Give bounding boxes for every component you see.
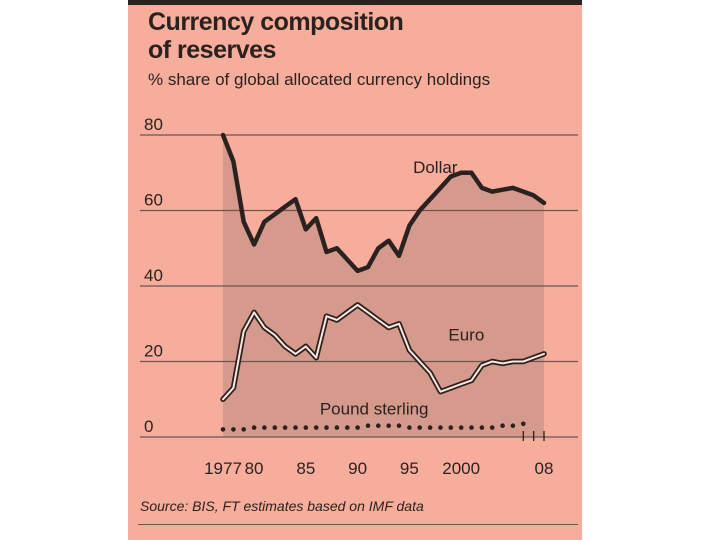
sterling-point <box>293 425 298 430</box>
x-tick-label: 08 <box>535 459 554 478</box>
x-tick-label: 2000 <box>442 459 480 478</box>
x-tick-label: 80 <box>245 459 264 478</box>
sterling-point <box>282 425 288 430</box>
sterling-point <box>417 425 423 430</box>
sterling-point <box>345 425 350 430</box>
sterling-point <box>469 425 474 430</box>
x-tick-label: 95 <box>400 459 419 478</box>
sterling-point <box>355 425 360 430</box>
x-tick-label: 85 <box>296 459 315 478</box>
sterling-point <box>510 423 516 429</box>
sterling-point <box>303 425 309 430</box>
sterling-point <box>262 425 267 430</box>
title-line-1: Currency composition <box>148 8 404 36</box>
sterling-point <box>334 425 340 430</box>
sterling-point <box>500 423 505 429</box>
series-line-euro-inner <box>222 303 545 401</box>
sterling-point <box>521 421 526 427</box>
x-tick-label: 90 <box>348 459 367 478</box>
sterling-point <box>376 423 381 429</box>
sterling-point <box>313 425 319 430</box>
sterling-point <box>241 427 246 432</box>
chart-subtitle: % share of global allocated currency hol… <box>148 70 491 89</box>
sterling-point <box>479 425 485 430</box>
y-tick-label: 20 <box>144 342 163 361</box>
sterling-point <box>427 425 433 430</box>
sterling-point <box>251 425 257 430</box>
top-rule <box>128 0 582 5</box>
sterling-point <box>220 427 226 432</box>
chart-title: Currency composition of reserves <box>148 8 568 64</box>
bottom-rule <box>138 524 578 525</box>
sterling-point <box>438 425 443 430</box>
x-tick-label: 1977 <box>204 459 242 478</box>
y-tick-label: 0 <box>144 417 153 436</box>
series-label-pound-sterling: Pound sterling <box>320 399 429 418</box>
series-label-dollar: Dollar <box>413 158 458 177</box>
y-tick-label: 60 <box>144 191 163 210</box>
chart-clipping: Currency composition of reserves % share… <box>128 0 582 540</box>
source-note: Source: BIS, FT estimates based on IMF d… <box>140 498 424 514</box>
series-line-dollar <box>220 132 547 274</box>
sterling-point <box>489 425 495 430</box>
series-label-euro: Euro <box>448 326 484 345</box>
sterling-point <box>407 425 412 430</box>
title-line-2: of reserves <box>148 36 276 64</box>
sterling-point <box>386 423 392 429</box>
sterling-point <box>231 427 236 432</box>
sterling-point <box>365 423 371 429</box>
sterling-point <box>324 425 329 430</box>
sterling-point <box>396 423 402 429</box>
y-tick-label: 40 <box>144 266 163 285</box>
sterling-point <box>272 425 278 430</box>
sterling-point <box>458 425 464 430</box>
sterling-point <box>448 425 454 430</box>
y-tick-label: 80 <box>144 115 163 134</box>
